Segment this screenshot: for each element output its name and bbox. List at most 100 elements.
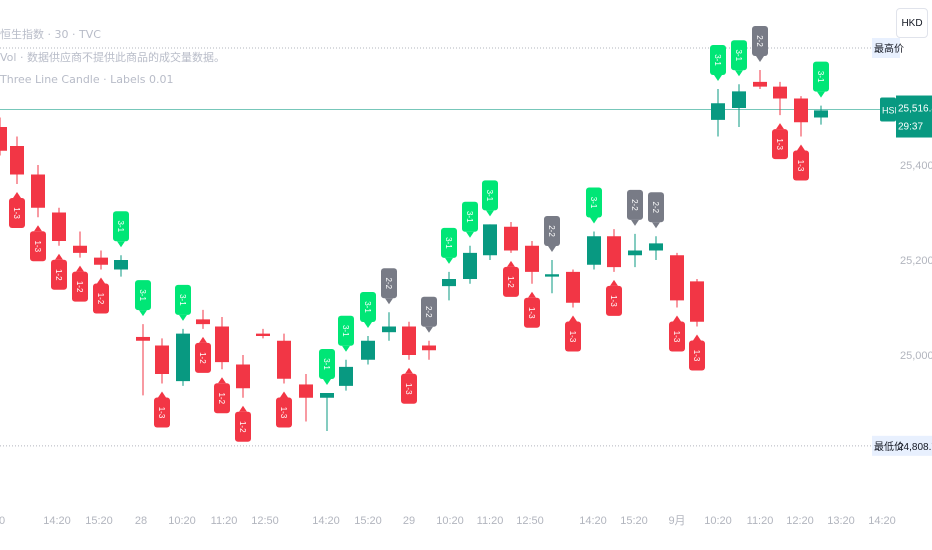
pattern-label[interactable] [441,227,457,258]
candle-body[interactable] [94,257,108,265]
candle-body[interactable] [382,326,396,333]
candle-body[interactable] [361,340,375,360]
label-pointer [218,377,226,384]
pattern-label[interactable] [565,321,581,352]
candle-body[interactable] [711,103,725,120]
pattern-label[interactable] [214,383,230,414]
pattern-label[interactable] [689,340,705,371]
pattern-label[interactable] [421,296,437,327]
candle-body[interactable] [753,81,767,87]
pattern-label[interactable] [482,180,498,211]
pattern-label[interactable] [627,189,643,220]
pattern-label[interactable] [319,349,335,379]
pattern-label[interactable] [772,129,788,160]
pattern-label[interactable] [793,150,809,181]
pattern-label[interactable] [503,266,519,297]
candle-body[interactable] [649,243,663,251]
pattern-label[interactable] [113,211,129,242]
pattern-label[interactable] [606,285,622,316]
current-price: 25,516.80 [898,104,932,115]
pattern-label[interactable] [360,292,376,322]
pattern-label[interactable] [195,342,211,373]
pattern-label[interactable] [462,201,478,232]
symbol-tag-box [880,97,896,122]
candle-body[interactable] [483,224,497,256]
chart-title: 恒生指数 · 30 · TVC [0,28,101,41]
candle-body[interactable] [525,245,539,272]
candle-body[interactable] [0,127,7,151]
pattern-label[interactable] [51,259,67,290]
time-tick: 15:20 [85,515,113,527]
candle-body[interactable] [320,393,334,398]
candle-body[interactable] [299,384,313,398]
pattern-label[interactable] [710,45,726,75]
candle-body[interactable] [402,326,416,356]
pattern-label[interactable] [276,397,292,428]
candle-body[interactable] [545,274,559,277]
pattern-label[interactable] [135,280,151,311]
candle-body[interactable] [114,260,128,270]
candle-body[interactable] [10,146,24,175]
candle-body[interactable] [607,236,621,268]
candle-body[interactable] [504,226,518,251]
pattern-label[interactable] [30,231,46,262]
pattern-label[interactable] [648,192,664,223]
pattern-label[interactable] [381,268,397,299]
candle-body[interactable] [31,174,45,208]
candle-body[interactable] [196,319,210,325]
candle-body[interactable] [566,271,580,303]
pattern-label-text: 3-1 [138,289,147,301]
candle-body[interactable] [176,333,190,382]
pattern-label[interactable] [669,321,685,352]
time-tick: 14:20 [312,515,340,527]
pattern-label[interactable] [524,297,540,328]
candle-body[interactable] [236,364,250,389]
pattern-label[interactable] [338,315,354,346]
pattern-label[interactable] [752,26,768,56]
candle-body[interactable] [155,345,169,375]
candle-body[interactable] [422,345,436,351]
candle-body[interactable] [339,366,353,386]
label-pointer [569,315,577,322]
pattern-label[interactable] [154,397,170,428]
candle-body[interactable] [463,252,477,279]
candle-body[interactable] [628,250,642,256]
pattern-label[interactable] [731,40,747,71]
pattern-label[interactable] [813,61,829,92]
label-pointer [776,123,784,130]
candle-body[interactable] [52,212,66,242]
currency-button[interactable]: HKD [896,8,928,38]
candle-body[interactable] [442,279,456,287]
pattern-label-text: 1-3 [568,331,577,343]
pattern-label-text: 2-2 [424,306,433,318]
candle-body[interactable] [794,98,808,123]
candle-body[interactable] [732,91,746,108]
time-tick: 13:20 [827,515,855,527]
pattern-label[interactable] [93,283,109,314]
candle-body[interactable] [670,255,684,301]
candle-body[interactable] [277,340,291,379]
label-pointer [590,217,598,224]
candle-body[interactable] [690,281,704,322]
pattern-label[interactable] [235,411,251,442]
candle-body[interactable] [136,336,150,341]
label-pointer [34,225,42,232]
candle-body[interactable] [587,236,601,265]
pattern-label[interactable] [586,187,602,218]
pattern-label[interactable] [72,271,88,302]
candle-body[interactable] [73,245,87,253]
label-pointer [55,253,63,260]
candle-body[interactable] [773,86,787,99]
pattern-label[interactable] [401,373,417,404]
candle-body[interactable] [814,110,828,118]
low-label-box [872,435,932,456]
pattern-label-text: 2-2 [651,201,660,213]
pattern-label[interactable] [544,216,560,246]
candle-body[interactable] [256,333,270,336]
pattern-label[interactable] [9,198,25,228]
time-tick: 14:20 [868,515,896,527]
pattern-label[interactable] [175,284,191,315]
indicator-legend[interactable]: Three Line Candle · Labels 0.01 [0,73,174,86]
candle-body[interactable] [215,326,229,363]
